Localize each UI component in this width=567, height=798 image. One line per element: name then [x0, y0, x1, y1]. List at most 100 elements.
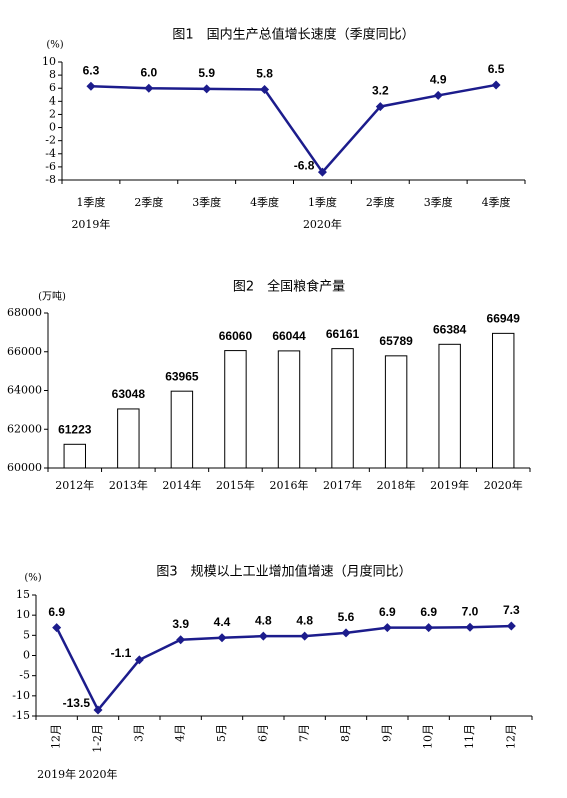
- y-tick-label: 64000: [7, 384, 42, 397]
- value-label: 4.9: [430, 73, 447, 87]
- x-tick-label: 1-2月: [91, 724, 104, 753]
- value-label: 4.8: [255, 613, 272, 627]
- marker: [341, 628, 351, 638]
- marker: [375, 102, 385, 112]
- y-tick-label: -5: [19, 669, 30, 682]
- value-label: 7.3: [503, 603, 520, 617]
- marker: [144, 83, 154, 93]
- value-label: 61223: [58, 422, 92, 436]
- x-tick-label: 3季度: [424, 195, 453, 209]
- x-tick-label: 1季度: [76, 195, 105, 209]
- x-tick-label: 1季度: [308, 195, 337, 209]
- x-tick-label: 2019年: [430, 478, 469, 492]
- value-label: 66044: [272, 329, 306, 343]
- x-tick-label: 2012年: [55, 478, 94, 492]
- y-tick-label: -8: [45, 173, 56, 186]
- marker: [433, 90, 443, 100]
- value-label: 3.2: [372, 84, 389, 98]
- x-group-label: 2020年: [79, 767, 118, 781]
- x-tick-label: 7月: [298, 724, 311, 742]
- marker: [86, 81, 96, 91]
- value-label: -13.5: [63, 696, 91, 710]
- chart-title: 图1 国内生产总值增长速度（季度同比）: [172, 27, 414, 43]
- line: [90, 83, 497, 175]
- x-tick-label: 2季度: [366, 195, 395, 209]
- x-tick-label: 2016年: [270, 478, 309, 492]
- bar: [224, 350, 247, 469]
- chart-title: 图3 规模以上工业增加值增速（月度同比）: [156, 564, 411, 580]
- y-tick-label: -2: [45, 134, 56, 147]
- x-tick-label: 8月: [339, 724, 352, 742]
- x-tick-label: 3季度: [192, 195, 221, 209]
- value-label: 65789: [379, 334, 413, 348]
- marker: [491, 80, 501, 90]
- x-tick-label: 11月: [463, 724, 476, 749]
- y-tick-label: 0: [23, 649, 30, 662]
- value-label: 63965: [165, 369, 199, 383]
- value-label: 6.9: [48, 605, 65, 619]
- y-tick-label: 10: [16, 608, 30, 621]
- x-tick-label: 6月: [256, 724, 269, 742]
- value-label: 6.9: [379, 605, 396, 619]
- y-tick-label: 15: [16, 588, 30, 601]
- value-label: 66161: [326, 327, 360, 341]
- value-label: 3.9: [172, 617, 189, 631]
- value-label: 5.9: [198, 66, 215, 80]
- marker: [217, 633, 227, 643]
- y-axis-unit: (万吨): [38, 290, 66, 303]
- x-tick-label: 2013年: [109, 478, 148, 492]
- x-tick-label: 5月: [215, 724, 228, 742]
- y-tick-label: 66000: [7, 345, 42, 358]
- x-group-label: 2019年: [71, 217, 110, 231]
- y-tick-label: 4: [49, 94, 56, 107]
- y-tick-label: 62000: [7, 422, 42, 435]
- value-label: 5.8: [256, 67, 273, 81]
- value-label: 4.4: [214, 615, 231, 629]
- x-group-label: 2020年: [303, 217, 342, 231]
- y-tick-label: 68000: [7, 306, 42, 319]
- y-tick-label: -6: [45, 160, 56, 173]
- y-tick-label: 2: [49, 107, 56, 120]
- y-tick-label: 5: [23, 628, 30, 641]
- y-tick-label: -15: [12, 709, 30, 722]
- marker: [260, 85, 270, 95]
- y-tick-label: 8: [49, 68, 56, 81]
- bar: [331, 348, 354, 469]
- y-axis-unit: (%): [24, 573, 41, 584]
- marker: [258, 631, 268, 641]
- value-label: 63048: [112, 387, 146, 401]
- x-group-label: 2019年: [37, 767, 76, 781]
- value-label: 5.6: [338, 610, 355, 624]
- value-label: 66949: [487, 312, 521, 326]
- marker: [465, 622, 475, 632]
- value-label: 4.8: [296, 613, 313, 627]
- value-label: -6.8: [294, 158, 315, 172]
- marker: [134, 655, 144, 665]
- x-tick-label: 2015年: [216, 478, 255, 492]
- x-tick-label: 3月: [132, 724, 145, 742]
- y-tick-label: 0: [49, 121, 56, 134]
- x-tick-label: 2014年: [162, 478, 201, 492]
- x-tick-label: 2018年: [377, 478, 416, 492]
- bar: [63, 443, 86, 469]
- marker: [93, 705, 103, 715]
- x-tick-label: 12月: [50, 724, 63, 749]
- y-tick-label: -10: [12, 689, 30, 702]
- y-tick-label: 10: [42, 55, 56, 68]
- value-label: -1.1: [111, 646, 132, 660]
- marker: [176, 635, 186, 645]
- x-tick-label: 2季度: [134, 195, 163, 209]
- marker: [424, 623, 434, 633]
- marker: [52, 623, 62, 633]
- chart-title: 图2 全国粮食产量: [233, 279, 345, 295]
- bar: [170, 390, 194, 469]
- x-tick-label: 4月: [174, 724, 187, 742]
- marker: [317, 167, 327, 177]
- x-tick-label: 10月: [422, 724, 435, 749]
- x-tick-label: 12月: [504, 724, 517, 749]
- x-tick-label: 9月: [380, 724, 393, 742]
- y-axis-unit: (%): [46, 40, 63, 51]
- bar: [384, 355, 408, 469]
- x-tick-label: 4季度: [250, 195, 279, 209]
- x-tick-label: 4季度: [482, 195, 511, 209]
